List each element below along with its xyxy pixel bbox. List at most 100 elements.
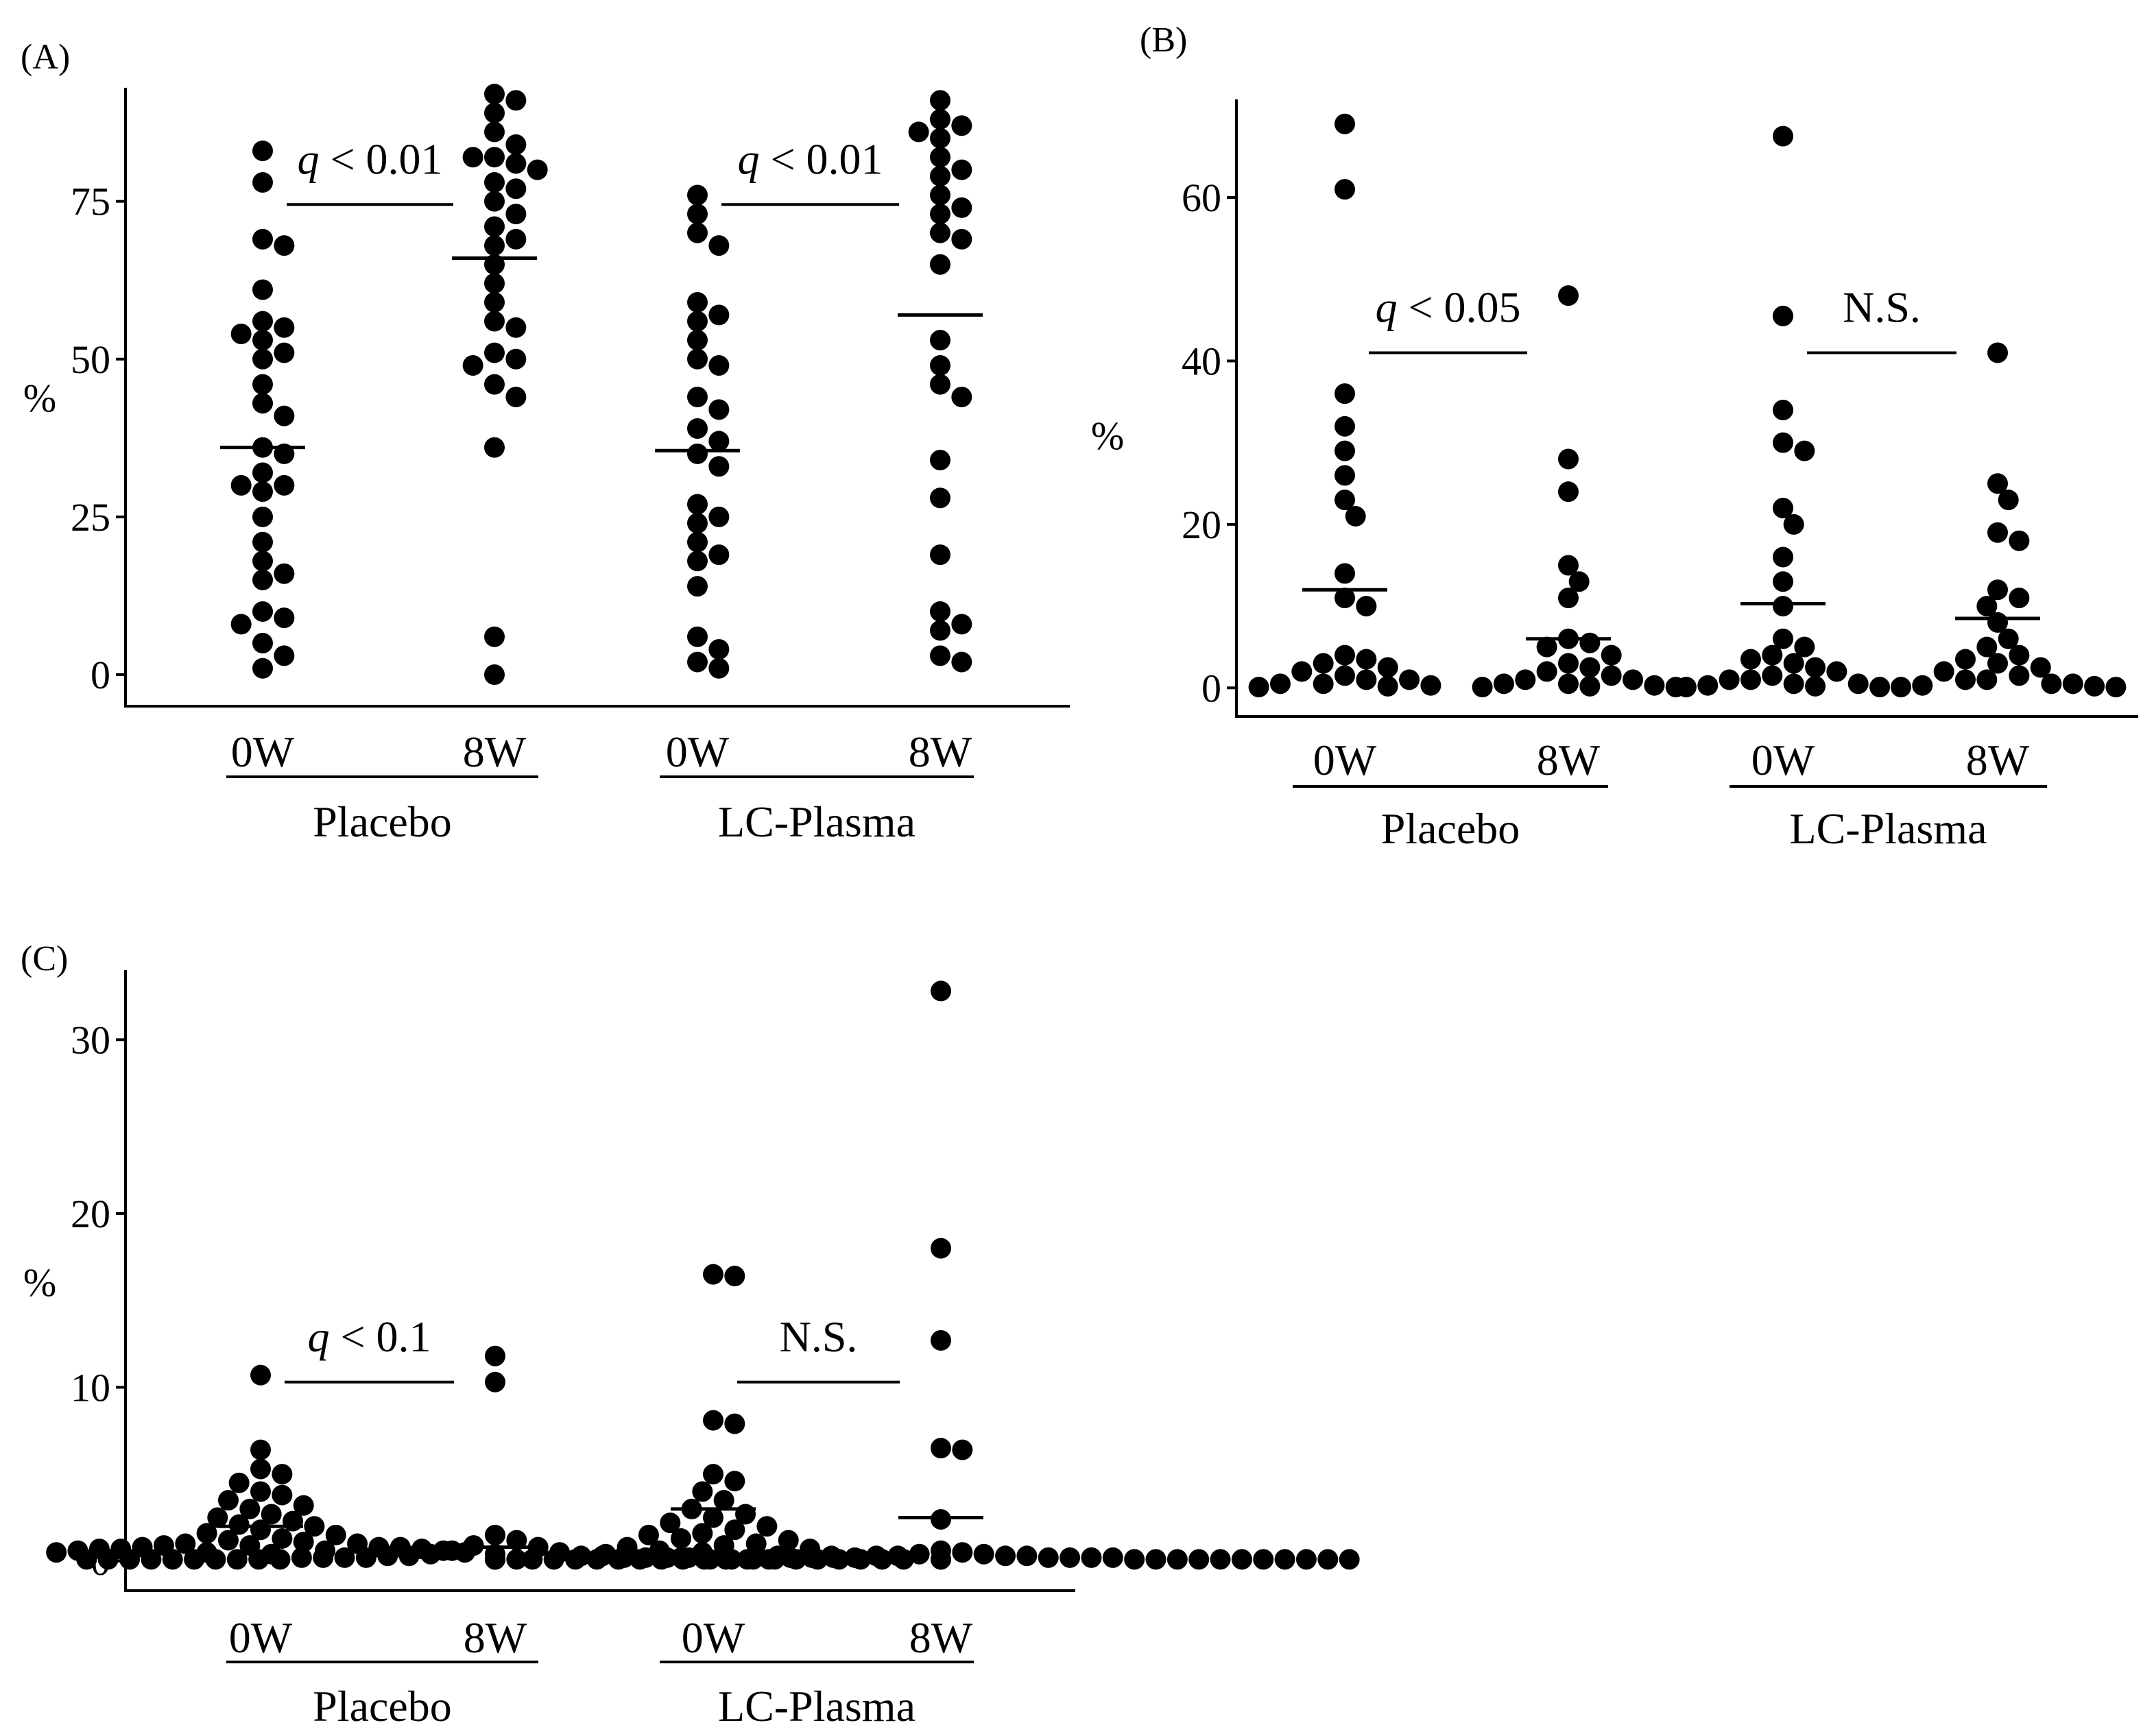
data-point — [1558, 588, 1579, 609]
data-point — [651, 1549, 672, 1570]
data-point — [687, 222, 708, 243]
data-point — [1954, 649, 1976, 670]
data-point — [484, 121, 505, 143]
data-point — [1794, 440, 1815, 461]
data-point — [484, 84, 505, 105]
data-point — [505, 153, 527, 174]
data-point — [687, 311, 708, 332]
data-point — [930, 128, 950, 149]
data-point — [1912, 675, 1933, 696]
data-point — [1335, 665, 1355, 686]
data-point — [687, 494, 708, 515]
y-tick-label: 60 — [1182, 176, 1221, 220]
x-category-label: 8W — [1966, 736, 2030, 784]
data-point — [2041, 673, 2062, 695]
data-point — [1826, 661, 1847, 682]
data-point — [931, 1329, 951, 1351]
data-point — [1399, 669, 1420, 690]
y-tick-label: 20 — [1182, 503, 1221, 547]
data-point — [325, 1524, 346, 1545]
data-point — [908, 121, 929, 143]
data-point — [1558, 555, 1579, 576]
panel-label: (C) — [21, 939, 68, 978]
data-point — [687, 418, 708, 439]
data-point — [2009, 530, 2030, 551]
data-point — [887, 1545, 909, 1567]
data-point — [1740, 669, 1761, 690]
data-point — [708, 456, 730, 477]
data-point — [1188, 1549, 1210, 1570]
q-symbol: q — [297, 134, 319, 183]
data-point — [1536, 661, 1557, 682]
q-symbol: q — [307, 1312, 329, 1361]
data-point — [1987, 342, 2008, 363]
data-point — [1274, 1549, 1295, 1570]
data-point — [506, 1530, 527, 1551]
y-tick-label: 10 — [71, 1365, 110, 1410]
data-point — [708, 354, 730, 376]
x-category-label: 0W — [682, 1613, 745, 1662]
x-category-label: 0W — [231, 727, 295, 776]
data-point — [1210, 1549, 1231, 1570]
data-point — [713, 1490, 734, 1511]
data-point — [1335, 383, 1355, 405]
data-point — [865, 1545, 887, 1567]
y-tick-label: 30 — [71, 1017, 110, 1062]
data-point — [484, 172, 505, 193]
data-point — [930, 109, 950, 130]
data-point — [930, 254, 950, 275]
data-point — [687, 651, 708, 673]
data-point — [930, 645, 950, 666]
data-point — [119, 1549, 141, 1570]
data-point — [1579, 675, 1601, 697]
data-point — [484, 291, 505, 313]
data-point — [274, 563, 295, 584]
data-point — [1558, 481, 1579, 503]
data-point — [931, 1509, 951, 1530]
data-point — [1675, 677, 1697, 698]
data-point — [1976, 596, 1998, 617]
data-point — [778, 1530, 799, 1551]
data-point — [951, 614, 972, 635]
data-point — [274, 405, 295, 426]
significance-value: N.S. — [1843, 283, 1921, 332]
y-axis-label: % — [23, 1260, 56, 1305]
data-point — [1536, 636, 1557, 658]
y-tick-label: 0 — [1201, 666, 1221, 710]
data-point — [484, 374, 505, 395]
data-point — [97, 1549, 119, 1570]
data-point — [1697, 675, 1719, 696]
data-point — [1998, 628, 2019, 649]
data-point — [2105, 677, 2127, 698]
data-point — [76, 1549, 97, 1570]
significance-value: < 0.01 — [319, 134, 442, 183]
data-point — [1847, 673, 1869, 695]
data-point — [196, 1523, 217, 1544]
data-point — [248, 1549, 270, 1570]
data-point — [909, 1543, 930, 1565]
data-point — [293, 1532, 314, 1553]
data-point — [724, 1519, 745, 1541]
data-point — [687, 387, 708, 407]
data-point — [291, 1547, 312, 1568]
data-point — [756, 1516, 778, 1537]
data-point — [226, 1549, 248, 1570]
data-point — [250, 1364, 271, 1386]
data-point — [484, 102, 505, 123]
data-point — [1356, 669, 1377, 690]
significance-label: q < 0.01 — [737, 134, 883, 183]
x-category-label: 8W — [464, 1613, 527, 1662]
data-point — [1081, 1547, 1102, 1568]
data-point — [505, 348, 527, 370]
series-lc-plasma-8w — [522, 980, 1360, 1570]
x-category-label: 8W — [909, 1613, 973, 1662]
data-point — [1579, 632, 1601, 653]
data-point — [217, 1530, 239, 1551]
y-tick-label: 0 — [91, 653, 110, 697]
data-point — [931, 980, 951, 1002]
data-point — [205, 1549, 226, 1570]
data-point — [565, 1549, 586, 1570]
data-point — [951, 197, 972, 218]
data-point — [708, 639, 730, 660]
